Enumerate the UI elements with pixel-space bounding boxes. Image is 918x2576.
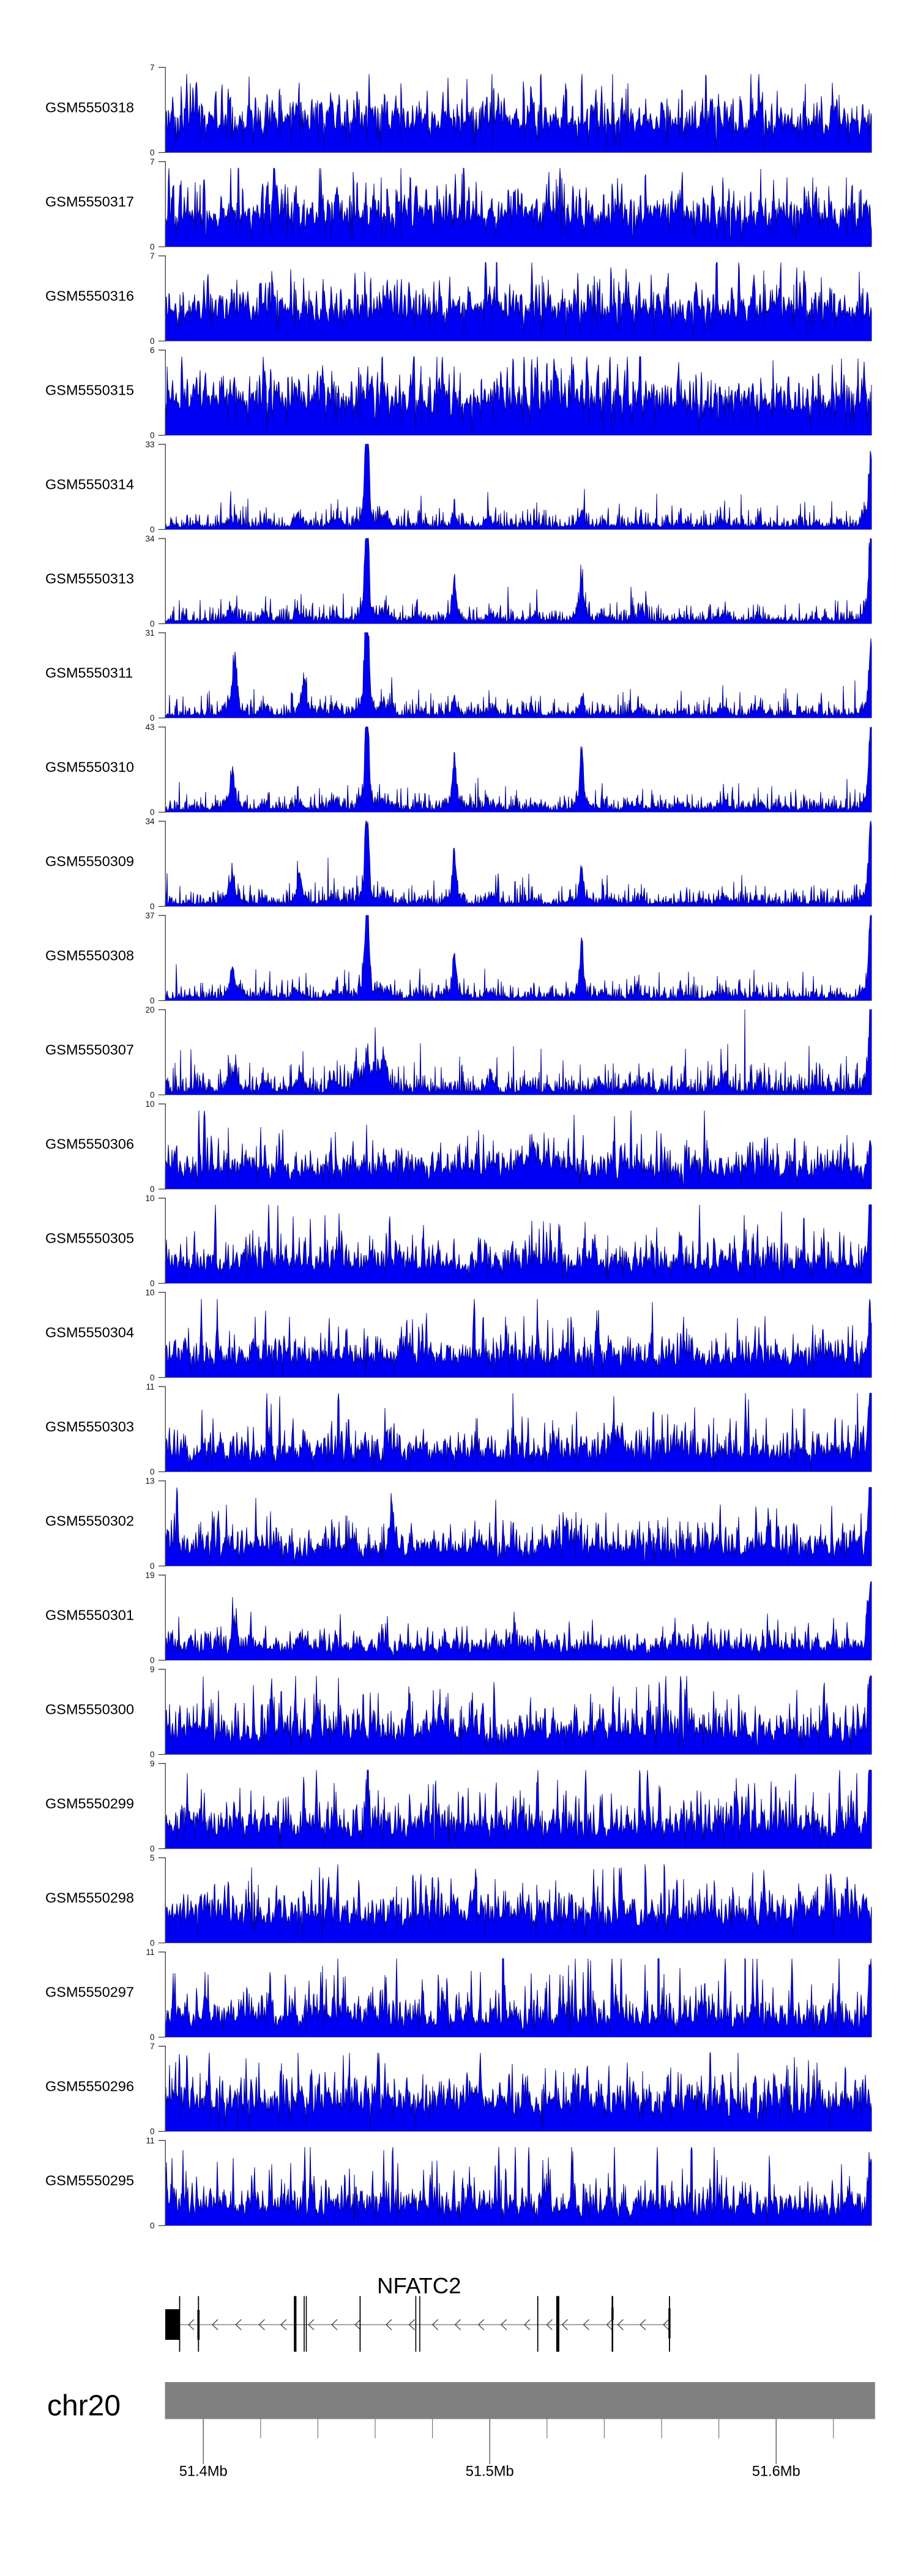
svg-text:9: 9	[150, 1759, 155, 1768]
svg-text:0: 0	[150, 431, 155, 440]
svg-text:43: 43	[145, 723, 154, 732]
svg-text:0: 0	[150, 808, 155, 817]
svg-text:51.6Mb: 51.6Mb	[752, 2464, 800, 2480]
svg-text:GSM5550309: GSM5550309	[45, 854, 134, 869]
svg-text:0: 0	[150, 1185, 155, 1194]
svg-text:GSM5550310: GSM5550310	[45, 759, 134, 775]
svg-text:GSM5550299: GSM5550299	[45, 1796, 134, 1812]
svg-text:GSM5550313: GSM5550313	[45, 571, 134, 587]
svg-text:31: 31	[145, 628, 154, 638]
svg-text:0: 0	[150, 1090, 155, 1100]
svg-text:11: 11	[146, 1948, 154, 1957]
svg-text:GSM5550303: GSM5550303	[45, 1419, 134, 1435]
svg-text:51.5Mb: 51.5Mb	[466, 2464, 514, 2480]
svg-text:GSM5550297: GSM5550297	[45, 1984, 134, 2000]
svg-text:11: 11	[146, 1382, 154, 1391]
svg-text:GSM5550301: GSM5550301	[45, 1607, 134, 1623]
svg-text:0: 0	[150, 2221, 155, 2230]
svg-text:GSM5550314: GSM5550314	[45, 477, 134, 493]
svg-text:GSM5550306: GSM5550306	[45, 1136, 134, 1152]
svg-text:7: 7	[150, 63, 155, 72]
svg-text:NFATC2: NFATC2	[377, 2273, 461, 2298]
svg-text:0: 0	[150, 713, 155, 723]
svg-text:GSM5550302: GSM5550302	[45, 1513, 134, 1529]
svg-text:10: 10	[145, 1100, 154, 1109]
svg-text:0: 0	[150, 1656, 155, 1665]
svg-text:20: 20	[145, 1005, 154, 1014]
svg-text:0: 0	[150, 1279, 155, 1288]
svg-text:0: 0	[150, 1467, 155, 1476]
svg-text:9: 9	[150, 1665, 155, 1674]
svg-text:GSM5550317: GSM5550317	[45, 194, 134, 210]
svg-text:GSM5550311: GSM5550311	[45, 665, 133, 681]
svg-text:7: 7	[150, 157, 155, 166]
svg-text:7: 7	[150, 251, 155, 261]
svg-text:0: 0	[150, 996, 155, 1005]
svg-text:GSM5550315: GSM5550315	[45, 382, 134, 398]
svg-text:GSM5550304: GSM5550304	[45, 1325, 134, 1341]
svg-text:0: 0	[150, 1562, 155, 1571]
svg-text:GSM5550295: GSM5550295	[45, 2173, 134, 2189]
svg-text:0: 0	[150, 148, 155, 157]
svg-text:19: 19	[145, 1571, 154, 1580]
svg-text:10: 10	[145, 1194, 154, 1203]
svg-text:33: 33	[145, 440, 154, 449]
svg-text:6: 6	[150, 346, 155, 355]
svg-text:37: 37	[145, 911, 154, 920]
svg-text:0: 0	[150, 1938, 155, 1948]
svg-text:0: 0	[150, 1844, 155, 1853]
svg-text:GSM5550307: GSM5550307	[45, 1042, 134, 1058]
svg-text:GSM5550316: GSM5550316	[45, 288, 134, 304]
svg-text:7: 7	[150, 2042, 155, 2051]
svg-text:0: 0	[150, 2127, 155, 2136]
svg-text:0: 0	[150, 902, 155, 911]
svg-text:11: 11	[146, 2136, 154, 2145]
svg-text:GSM5550296: GSM5550296	[45, 2079, 134, 2094]
svg-text:51.4Mb: 51.4Mb	[179, 2464, 228, 2480]
svg-text:0: 0	[150, 1373, 155, 1382]
svg-text:10: 10	[145, 1288, 154, 1297]
svg-text:34: 34	[145, 817, 155, 826]
svg-text:0: 0	[150, 337, 155, 346]
svg-text:GSM5550300: GSM5550300	[45, 1702, 134, 1718]
svg-text:34: 34	[145, 534, 155, 543]
svg-text:5: 5	[150, 1853, 155, 1863]
svg-text:0: 0	[150, 619, 155, 628]
svg-text:GSM5550318: GSM5550318	[45, 100, 134, 116]
svg-text:0: 0	[150, 2033, 155, 2042]
svg-text:chr20: chr20	[47, 2390, 121, 2422]
svg-text:13: 13	[145, 1476, 154, 1486]
svg-text:0: 0	[150, 242, 155, 251]
svg-text:GSM5550298: GSM5550298	[45, 1890, 134, 1906]
svg-text:0: 0	[150, 1750, 155, 1759]
svg-text:GSM5550305: GSM5550305	[45, 1230, 134, 1246]
svg-text:0: 0	[150, 525, 155, 534]
svg-text:GSM5550308: GSM5550308	[45, 948, 134, 964]
